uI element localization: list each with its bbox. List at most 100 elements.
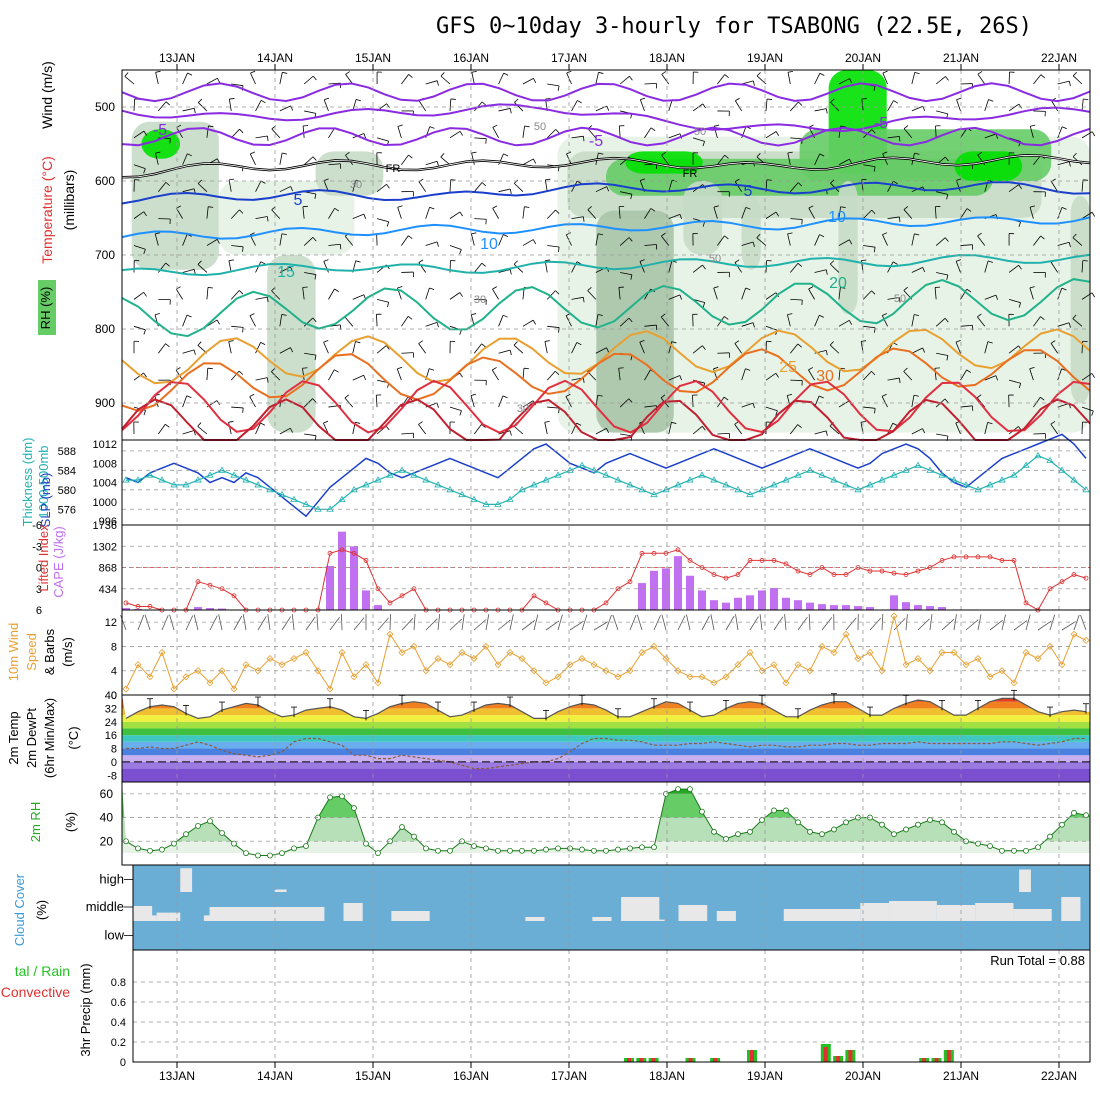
thickness-point: [602, 471, 610, 478]
wind-barb-flag: [514, 179, 519, 184]
wind-barb-flag: [903, 286, 908, 291]
contour-label: 30: [350, 179, 362, 191]
wind10-barb: [845, 617, 857, 631]
wind-barb: [935, 237, 946, 246]
wind-barb-flag: [745, 206, 751, 210]
wind10-point: [914, 655, 922, 663]
wind-barb-flag: [155, 151, 161, 154]
wind-barb-flag: [197, 422, 202, 427]
wind10-point: [542, 679, 550, 687]
wind-barb-flag: [825, 350, 828, 356]
cape-bar: [710, 600, 718, 610]
rh-point: [795, 819, 801, 826]
li-point: [735, 572, 741, 577]
wind-barb: [401, 74, 409, 85]
wind10-point: [638, 648, 646, 657]
wind-barb-flag: [155, 70, 161, 73]
wind10-point: [902, 661, 910, 669]
wind-barb-flag: [861, 259, 867, 262]
wind-barb-flag: [408, 235, 413, 240]
wind10-point: [578, 655, 586, 663]
wind-barb-flag: [1082, 179, 1089, 181]
wind-barb: [960, 405, 973, 408]
wind-barb-flag: [701, 426, 706, 431]
wind-barb: [960, 324, 973, 327]
wind-barb: [228, 179, 232, 192]
thickness-point: [686, 476, 694, 483]
wind-barb: [522, 319, 534, 327]
wind10-point: [890, 612, 898, 620]
wind-barb: [279, 427, 291, 435]
wind-barb-flag: [492, 286, 497, 290]
wind-barb: [425, 207, 430, 219]
wind10-point: [374, 679, 382, 687]
wind-barb-flag: [1068, 81, 1071, 87]
wind-barb: [887, 261, 894, 273]
wind-barb: [249, 153, 256, 165]
wind-barb-flag: [481, 101, 487, 106]
wind-barb-flag: [639, 259, 645, 262]
rh-point: [351, 805, 357, 811]
cape-bar: [902, 602, 910, 610]
wind-barb-flag: [724, 154, 729, 159]
wind10-point: [650, 642, 658, 650]
cloud-mid-bar: [525, 917, 545, 921]
wind-barb: [863, 164, 876, 168]
thickness-point: [806, 466, 814, 473]
wind-barb-flag: [436, 80, 439, 86]
rh-point: [303, 843, 309, 849]
wind-barb: [955, 261, 961, 273]
thickness-point: [446, 486, 454, 493]
thickness-point: [470, 495, 478, 502]
wind-barb: [595, 233, 599, 246]
wind-barb-flag: [207, 287, 213, 289]
slp-ytick: 1000: [93, 497, 117, 509]
rh-point: [159, 846, 165, 853]
wind-barb: [133, 211, 145, 219]
temp-ytick: 16: [105, 730, 117, 742]
wind-barb: [514, 183, 524, 192]
li-point: [363, 558, 369, 563]
wind10-point: [794, 661, 802, 669]
li-point: [339, 547, 345, 553]
wind-barb: [449, 179, 452, 192]
wind-barb-flag: [702, 221, 705, 227]
rh-point: [711, 828, 717, 835]
wind-barb: [133, 325, 146, 331]
wind-barb-flag: [503, 234, 509, 237]
wind10-barb: [353, 617, 365, 631]
thickness-point: [1010, 471, 1018, 478]
rh-point: [279, 850, 285, 857]
li-point: [975, 554, 981, 560]
thickness-point: [506, 495, 514, 502]
wind-barb: [255, 135, 268, 139]
wind-barb: [1008, 299, 1021, 304]
wind-barb: [661, 74, 670, 85]
wind-barb-flag: [197, 260, 202, 265]
wind-barb: [401, 352, 414, 354]
wind-barb: [352, 341, 356, 354]
wind-barb: [255, 100, 262, 112]
wind-barb-flag: [745, 287, 751, 291]
wind-barb-flag: [386, 221, 390, 227]
rh-point: [579, 846, 585, 853]
wind-barb-flag: [1018, 184, 1022, 189]
wind-barb: [1057, 287, 1063, 300]
wind-barb-flag: [797, 182, 803, 187]
li-point: [663, 550, 669, 556]
wind-barb: [587, 128, 597, 139]
wind-barb: [1008, 103, 1020, 112]
thickness-point: [458, 490, 466, 498]
wind-barb: [376, 314, 378, 327]
wind-barb: [1008, 264, 1019, 273]
thickness-point: [1082, 486, 1090, 493]
wind-barb: [279, 314, 283, 327]
date-label-top: 18JAN: [649, 51, 685, 65]
precip-label1: tal / Rain: [15, 963, 70, 979]
wind-barb-flag: [502, 395, 508, 399]
wind10-point: [434, 655, 442, 663]
wind-barb: [133, 292, 144, 300]
wind-barb: [133, 372, 144, 381]
cloud-mid-bar: [783, 909, 861, 921]
wind-barb: [228, 341, 232, 354]
